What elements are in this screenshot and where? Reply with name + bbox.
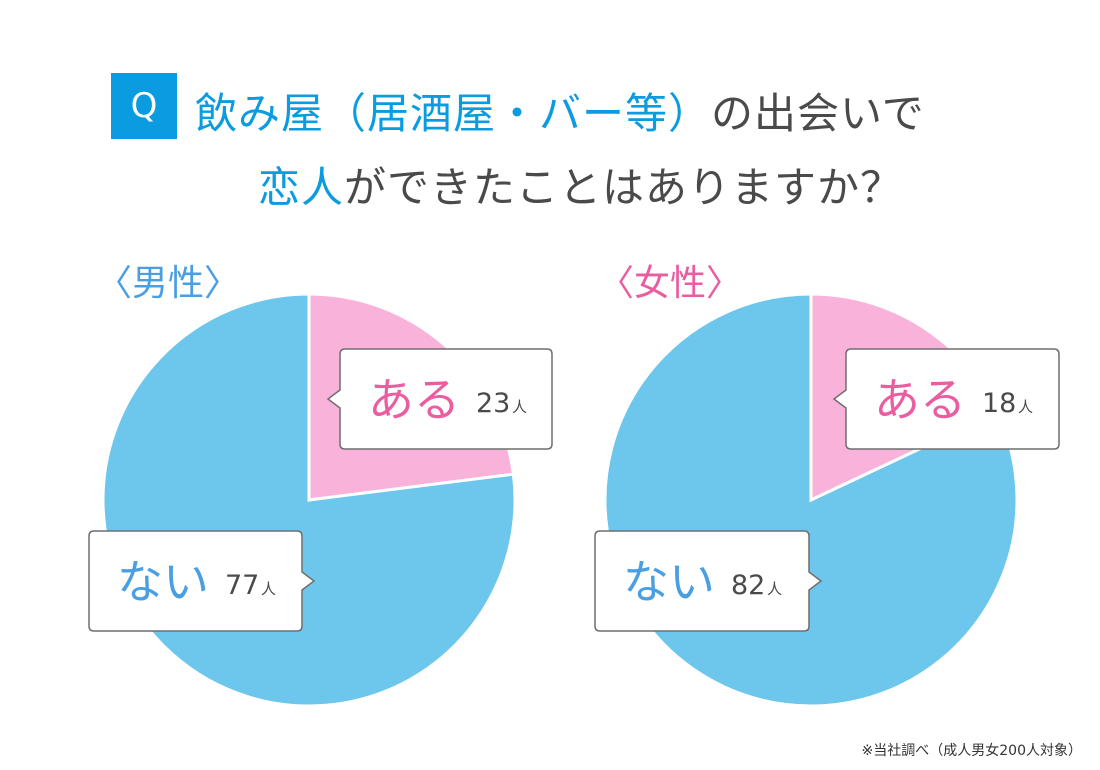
callout-box — [594, 530, 823, 632]
female-pie-chart: ある 18 人ない 82 人 — [594, 292, 1060, 708]
male-chart-title: 〈男性〉 — [96, 263, 241, 304]
callout-label: ない — [623, 555, 715, 609]
question-badge: Q — [111, 73, 177, 139]
callout-yes: ある 18 人 — [832, 348, 1060, 450]
footnote: ※当社調べ（成人男女200人対象） — [861, 743, 1082, 759]
question-text-2: ができたことはありますか？ — [344, 163, 904, 212]
callout-no: ない 82 人 — [594, 530, 823, 632]
question-title-line-2: 恋人ができたことはありますか？ — [258, 154, 903, 215]
question-title-line-1: 飲み屋（居酒屋・バー等）の出会いで — [195, 80, 925, 141]
female-chart-title: 〈女性〉 — [598, 263, 743, 304]
callout-value: 82 — [731, 570, 765, 601]
callout-unit: 人 — [261, 580, 276, 598]
callout-box — [88, 530, 316, 632]
callout-value: 77 — [225, 570, 259, 601]
callout-label: ある — [368, 373, 460, 427]
callout-label: ある — [874, 373, 966, 427]
callout-box — [326, 348, 553, 450]
question-accent-1: 飲み屋（居酒屋・バー等） — [195, 89, 712, 138]
callout-value: 23 — [476, 388, 510, 419]
callout-unit: 人 — [1018, 398, 1033, 416]
callout-unit: 人 — [512, 398, 527, 416]
question-accent-2: 恋人 — [258, 163, 345, 212]
callout-box — [832, 348, 1060, 450]
callout-label: ない — [117, 555, 209, 609]
callout-yes: ある 23 人 — [326, 348, 553, 450]
male-pie-chart: ある 23 人ない 77 人 — [88, 292, 553, 708]
callout-unit: 人 — [767, 580, 782, 598]
question-text-1: の出会いで — [711, 89, 925, 138]
callout-value: 18 — [982, 388, 1016, 419]
callout-no: ない 77 人 — [88, 530, 316, 632]
